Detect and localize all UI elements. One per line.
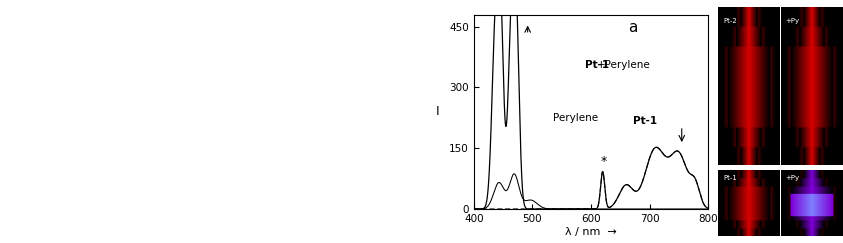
Text: *: * [601, 156, 607, 168]
Text: +Py: +Py [786, 18, 800, 24]
Text: +Py: +Py [786, 175, 800, 181]
Text: b: b [728, 227, 733, 236]
Y-axis label: I: I [436, 105, 440, 118]
Text: a: a [628, 20, 638, 35]
Text: Pt-1: Pt-1 [723, 175, 737, 181]
Text: Pt-1: Pt-1 [585, 60, 609, 70]
Text: Pt-1: Pt-1 [633, 116, 658, 126]
Text: Perylene: Perylene [554, 113, 599, 123]
X-axis label: λ / nm  →: λ / nm → [565, 227, 617, 237]
Text: Pt-2: Pt-2 [723, 18, 737, 24]
Text: +Perylene: +Perylene [598, 60, 651, 70]
